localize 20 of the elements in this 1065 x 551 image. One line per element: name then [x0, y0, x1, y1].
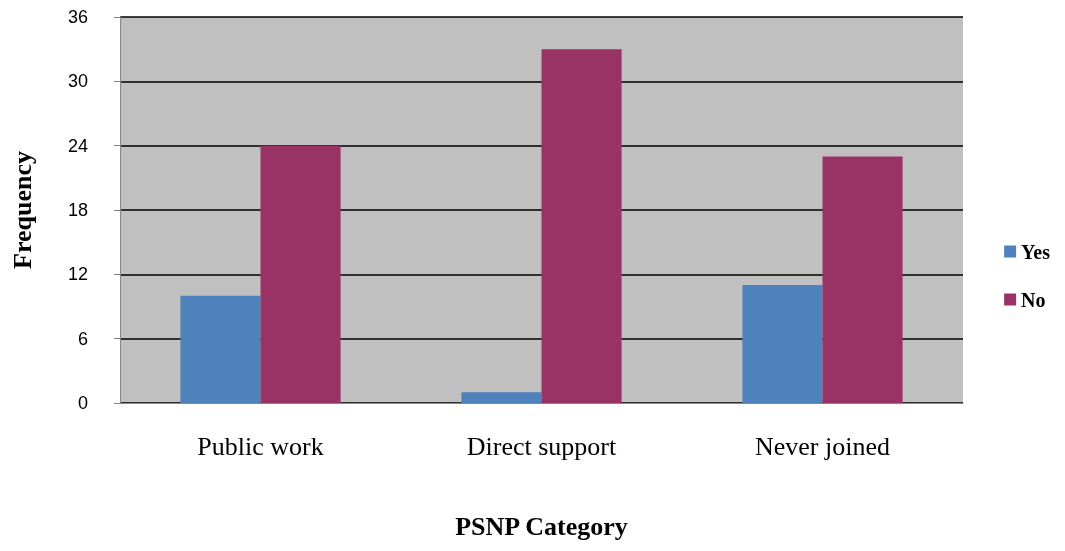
bar — [461, 392, 542, 403]
x-tick-label: Never joined — [754, 431, 891, 461]
x-tick-label: Direct support — [466, 431, 617, 461]
legend-label: Yes — [1021, 240, 1051, 263]
bar — [541, 49, 622, 403]
y-tick-label: 0 — [77, 393, 88, 413]
bar — [822, 156, 903, 403]
x-tick-label: Public work — [197, 431, 324, 461]
y-tick-label: 24 — [67, 135, 88, 156]
y-axis-title: Frequency — [7, 151, 37, 269]
y-tick-label: 6 — [77, 328, 88, 349]
bar — [260, 145, 341, 403]
y-tick-label: 30 — [67, 71, 88, 92]
y-tick-label: 36 — [67, 7, 88, 27]
legend-label: No — [1021, 288, 1046, 311]
bar — [180, 295, 261, 403]
x-axis-title: PSNP Category — [455, 511, 628, 541]
y-tick-label: 18 — [67, 200, 88, 220]
bar — [742, 285, 823, 403]
y-tick-label: 12 — [67, 264, 88, 285]
